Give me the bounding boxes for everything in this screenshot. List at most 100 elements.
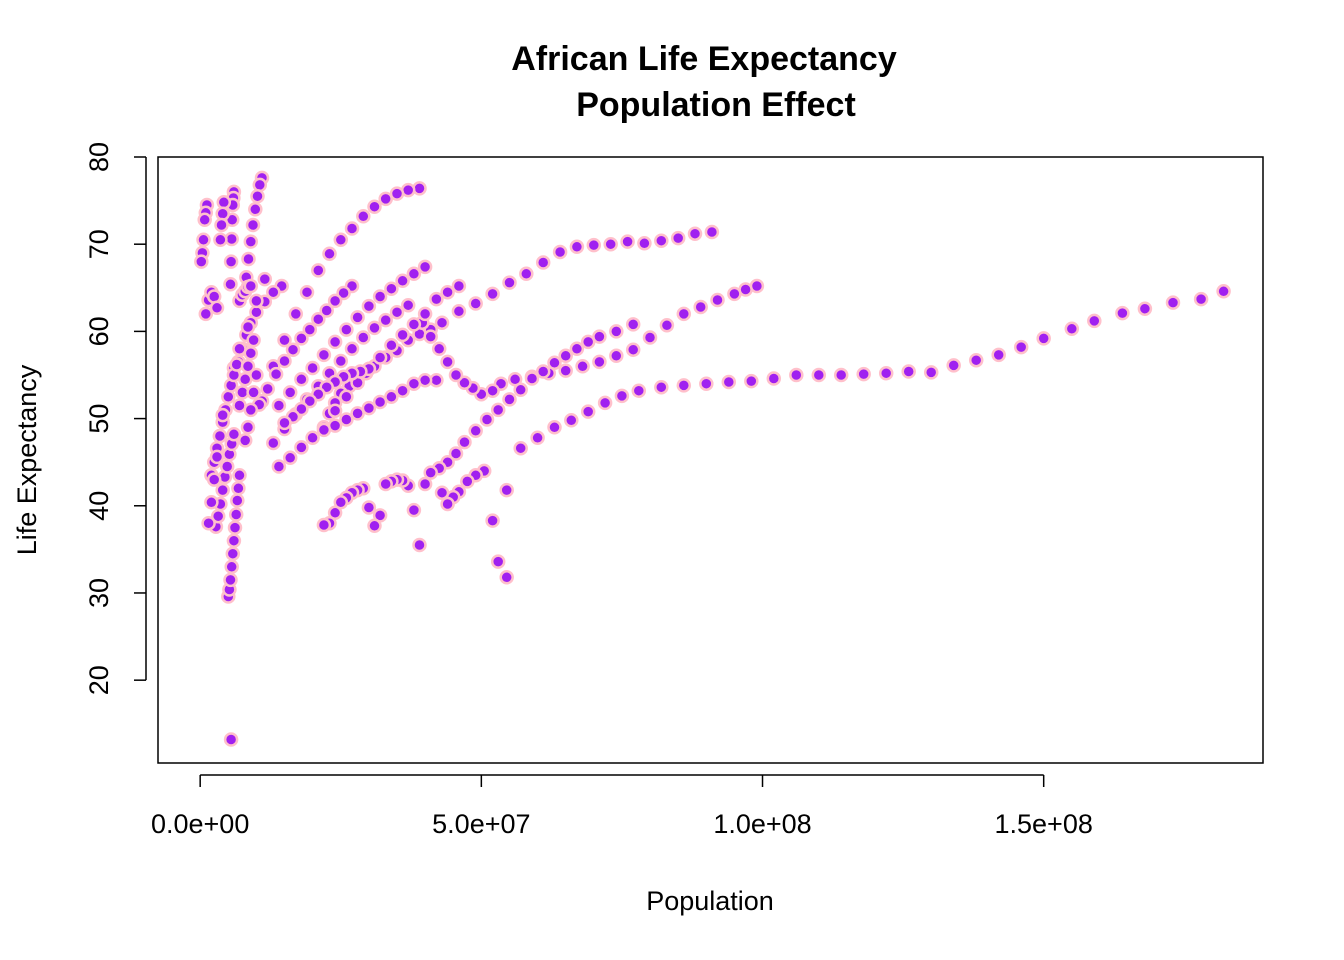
data-point [721, 374, 737, 390]
data-point [316, 347, 332, 363]
data-point [1193, 291, 1209, 307]
data-point [558, 348, 573, 364]
data-point [789, 367, 804, 383]
x-tick-label: 1.5e+08 [995, 809, 1093, 839]
data-point [670, 230, 686, 246]
data-point [226, 427, 242, 442]
data-point [277, 415, 292, 431]
data-point [1216, 284, 1231, 299]
data-point [412, 181, 427, 196]
x-axis: 0.0e+00 5.0e+07 1.0e+08 1.5e+08 [151, 774, 1093, 839]
y-tick-label: 60 [84, 316, 114, 346]
data-point [620, 234, 635, 249]
data-point [277, 332, 292, 348]
data-point [367, 320, 382, 336]
data-point [339, 389, 354, 405]
data-point [372, 350, 388, 365]
data-point [228, 507, 244, 522]
data-point [344, 341, 360, 357]
data-point [406, 502, 422, 518]
data-point [991, 347, 1006, 363]
data-point [535, 255, 551, 270]
data-point [226, 533, 242, 548]
data-point [232, 468, 247, 483]
data-point [316, 422, 332, 438]
data-point [451, 304, 467, 319]
points-layer [194, 170, 1231, 747]
data-point [268, 366, 284, 382]
data-point [231, 481, 246, 496]
data-point [333, 353, 349, 369]
data-point [654, 233, 669, 248]
data-point [687, 226, 703, 241]
data-point [196, 232, 211, 248]
data-point [592, 329, 607, 344]
data-point [468, 423, 483, 439]
data-point [299, 284, 315, 300]
data-point [609, 324, 624, 339]
data-point [389, 186, 405, 201]
data-point [248, 202, 263, 217]
data-point [406, 317, 422, 332]
data-point [400, 297, 416, 313]
data-point [240, 319, 256, 335]
data-point [316, 517, 332, 533]
data-point [223, 254, 239, 269]
data-point [727, 286, 742, 302]
data-point [513, 382, 528, 398]
data-point [530, 430, 545, 446]
y-axis: 20 30 40 50 60 70 80 [84, 142, 147, 695]
data-point [266, 435, 281, 451]
data-point [246, 385, 261, 400]
data-point [240, 359, 256, 374]
data-point [223, 277, 238, 292]
data-point [257, 271, 273, 287]
data-point [327, 403, 343, 418]
chart-title: African Life Expectancy [511, 40, 897, 78]
data-point [333, 495, 349, 510]
data-point [676, 378, 692, 393]
data-point [245, 217, 261, 233]
data-point [384, 338, 399, 353]
data-point [423, 465, 438, 480]
data-point [372, 394, 388, 410]
data-point [237, 433, 253, 448]
data-point [223, 732, 239, 747]
x-tick-label: 1.0e+08 [713, 809, 811, 839]
data-point [878, 365, 894, 381]
data-point [1064, 321, 1080, 337]
data-point [395, 273, 410, 289]
data-point [206, 472, 222, 487]
data-point [499, 482, 514, 498]
data-point [625, 342, 641, 357]
data-point [305, 430, 320, 446]
y-tick-label: 40 [84, 491, 114, 521]
data-point [923, 365, 939, 380]
data-point [221, 389, 236, 405]
data-point [246, 332, 261, 348]
data-point [229, 357, 244, 372]
data-point [322, 246, 337, 262]
data-point [406, 376, 422, 391]
y-axis-label: Life Expectancy [12, 364, 42, 555]
data-point [502, 275, 517, 290]
data-point [1036, 331, 1051, 346]
data-point [659, 318, 675, 333]
data-point [519, 266, 534, 282]
data-point [361, 500, 377, 515]
data-point [535, 364, 551, 379]
data-point [569, 341, 585, 357]
data-point [603, 236, 618, 252]
data-point [209, 449, 225, 465]
data-point [201, 515, 216, 531]
data-point [448, 367, 464, 383]
data-point [336, 285, 351, 301]
data-point [625, 317, 641, 332]
data-point [319, 303, 334, 318]
data-point [564, 413, 579, 428]
data-point [811, 367, 827, 383]
data-point [457, 434, 472, 450]
data-point [580, 334, 596, 350]
